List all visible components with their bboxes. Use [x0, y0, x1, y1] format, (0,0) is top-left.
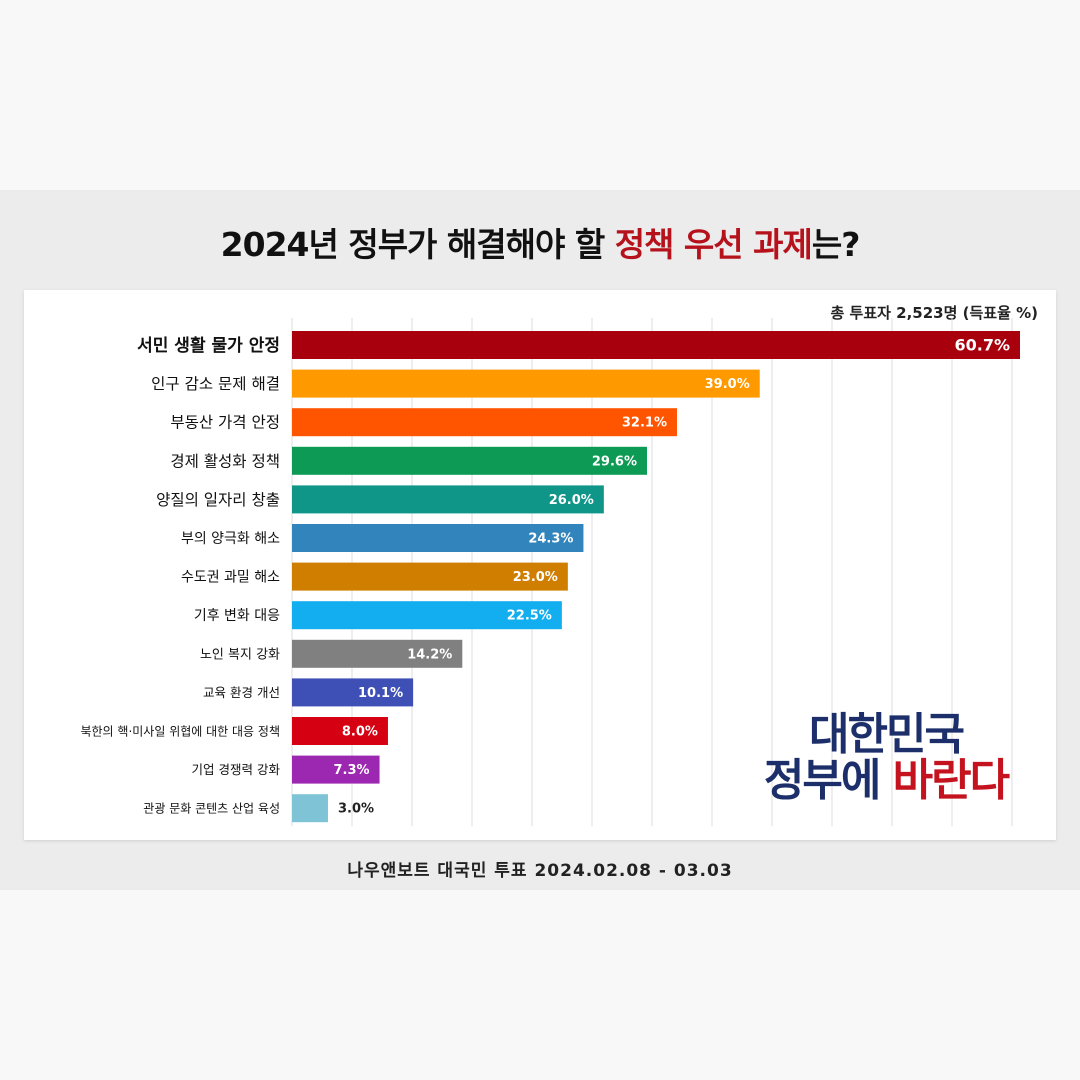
bar [292, 601, 562, 630]
campaign-logo: 대한민국 정부에 바란다 [736, 712, 1036, 804]
category-label: 경제 활성화 정책 [170, 452, 280, 470]
logo-line1: 대한민국 [809, 709, 965, 760]
logo-line2: 정부에 바란다 [736, 758, 1036, 804]
total-voters-label: 총 투표자 2,523명 (득표율 %) [830, 304, 1038, 322]
category-label: 부동산 가격 안정 [170, 414, 280, 432]
bar [292, 717, 388, 745]
value-label: 22.5% [507, 609, 552, 624]
category-label: 인구 감소 문제 해결 [151, 375, 280, 393]
title-part1: 2024년 정부가 해결해야 할 [220, 225, 615, 264]
value-label: 39.0% [705, 377, 750, 392]
category-label: 교육 환경 개선 [203, 685, 280, 700]
chart-title: 2024년 정부가 해결해야 할 정책 우선 과제는? [0, 218, 1080, 266]
value-label: 10.1% [358, 686, 403, 701]
logo-line2-a: 정부에 [763, 755, 893, 806]
category-label: 양질의 일자리 창출 [156, 491, 280, 509]
bar [292, 562, 568, 591]
bar [292, 369, 760, 398]
category-label: 기후 변화 대응 [194, 608, 280, 624]
category-label: 북한의 핵·미사일 위협에 대한 대응 정책 [80, 724, 280, 739]
value-label: 3.0% [338, 802, 374, 817]
value-label: 14.2% [407, 647, 452, 662]
bars [292, 331, 1020, 823]
value-label: 29.6% [592, 454, 637, 469]
category-label: 부의 양극화 해소 [181, 531, 280, 547]
category-label: 수도권 과밀 해소 [181, 570, 280, 586]
bar [292, 524, 584, 552]
value-label: 60.7% [954, 336, 1010, 355]
category-label: 기업 경쟁력 강화 [192, 762, 281, 777]
bar [292, 678, 414, 707]
bar [292, 794, 328, 823]
category-label: 서민 생활 물가 안정 [137, 335, 280, 356]
category-label: 관광 문화 콘텐츠 산업 육성 [143, 802, 280, 816]
logo-line2-b: 바란다 [892, 755, 1010, 806]
title-part2: 는? [811, 225, 861, 264]
title-highlight: 정책 우선 과제 [614, 225, 813, 264]
bar [292, 755, 380, 784]
value-label: 23.0% [513, 570, 558, 585]
bar [292, 639, 463, 668]
value-label: 26.0% [549, 493, 594, 508]
category-label: 노인 복지 강화 [200, 647, 280, 662]
bar [292, 485, 604, 514]
value-label: 8.0% [342, 725, 378, 740]
bar [292, 408, 677, 437]
value-labels: 60.7% 39.0% 32.1% 29.6% 26.0% 24.3% 23.0% 22.5%… [333, 336, 1010, 817]
value-label: 7.3% [333, 763, 369, 778]
bar [292, 331, 1020, 359]
value-label: 32.1% [622, 416, 667, 431]
footer-source: 나우앤보트 대국민 투표 2024.02.08 - 03.03 [347, 861, 733, 881]
bar [292, 446, 648, 475]
value-label: 24.3% [528, 532, 573, 547]
